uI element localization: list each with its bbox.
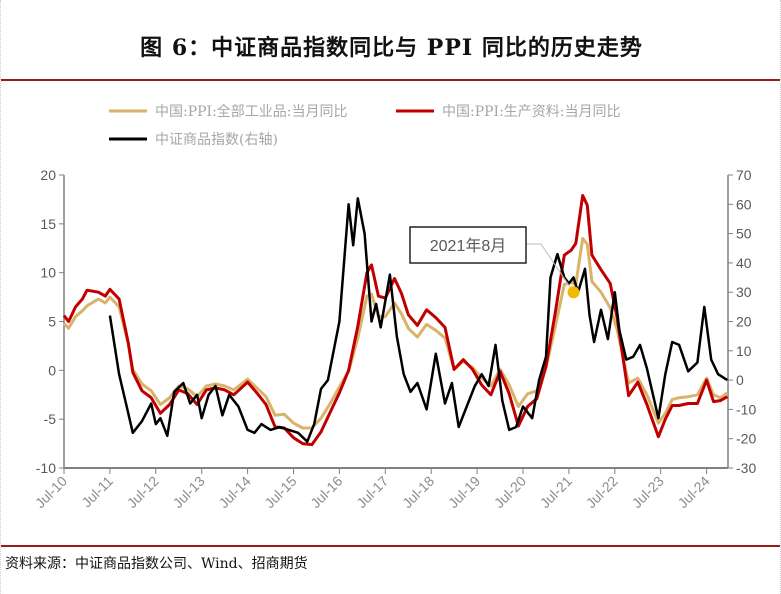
- right-tick-label: 60: [736, 196, 752, 212]
- x-tick-label: Jul-14: [215, 473, 253, 511]
- legend-label-3: 中证商品指数(右轴): [155, 132, 278, 148]
- right-tick-label: -30: [736, 460, 756, 476]
- title-divider: [1, 79, 780, 81]
- annotation-label: 2021年8月: [430, 237, 507, 255]
- x-tick-label: Jul-24: [674, 473, 712, 511]
- right-tick-label: 50: [736, 226, 752, 242]
- x-tick-label: Jul-21: [537, 473, 575, 511]
- x-tick-label: Jul-20: [491, 473, 529, 511]
- right-tick-label: -20: [736, 431, 756, 447]
- right-tick-label: -10: [736, 401, 756, 417]
- source-note: 资料来源：中证商品指数公司、Wind、招商期货: [5, 556, 308, 572]
- x-tick-label: Jul-15: [261, 473, 299, 511]
- x-tick-label: Jul-19: [445, 473, 483, 511]
- left-tick-label: -10: [36, 460, 56, 476]
- chart-title: 图 6：中证商品指数同比与 PPI 同比的历史走势: [140, 35, 643, 61]
- footer-divider: [1, 545, 780, 547]
- series-line-2: [62, 194, 729, 447]
- x-tick-label: Jul-18: [399, 473, 437, 511]
- right-tick-label: 10: [736, 343, 752, 359]
- x-tick-label: Jul-23: [629, 473, 667, 511]
- right-tick-label: 40: [736, 255, 752, 271]
- right-tick-label: 30: [736, 284, 752, 300]
- x-tick-label: Jul-11: [78, 473, 116, 511]
- left-tick-label: 10: [40, 265, 56, 281]
- x-tick-label: Jul-12: [124, 473, 162, 511]
- annotation-point: [567, 286, 580, 299]
- right-tick-label: 0: [736, 372, 744, 388]
- annotation-leader: [526, 243, 574, 293]
- left-tick-label: 0: [48, 362, 56, 378]
- left-tick-label: 15: [40, 216, 56, 232]
- legend-label-1: 中国:PPI:全部工业品:当月同比: [155, 103, 348, 120]
- x-tick-label: Jul-17: [353, 473, 391, 511]
- legend-label-2: 中国:PPI:生产资料:当月同比: [442, 104, 621, 120]
- right-tick-label: 20: [736, 314, 752, 330]
- x-tick-label: Jul-22: [583, 473, 621, 511]
- annotation-box: [409, 226, 527, 264]
- x-tick-label: Jul-10: [32, 473, 70, 511]
- right-tick-label: 70: [736, 167, 752, 183]
- left-tick-label: 20: [40, 167, 56, 183]
- x-tick-label: Jul-16: [307, 473, 345, 511]
- left-tick-label: 5: [48, 314, 56, 330]
- series-line-3: [108, 197, 728, 443]
- left-tick-label: -5: [44, 411, 57, 427]
- x-tick-label: Jul-13: [170, 473, 208, 511]
